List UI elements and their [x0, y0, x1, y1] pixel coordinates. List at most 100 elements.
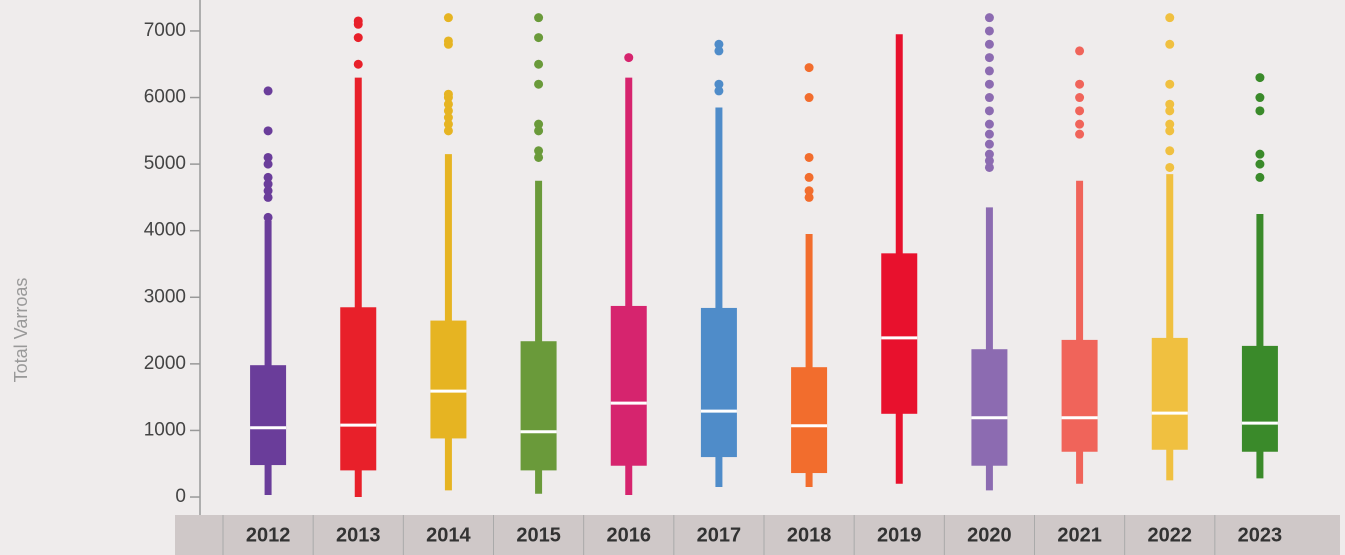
outlier	[984, 149, 994, 159]
box	[1061, 339, 1098, 452]
outlier	[1165, 99, 1175, 109]
outlier	[1075, 46, 1085, 56]
x-tick-label: 2019	[877, 524, 922, 546]
outlier	[534, 119, 544, 129]
outlier	[443, 119, 453, 129]
outlier	[714, 46, 724, 56]
outlier	[263, 172, 273, 182]
outlier	[263, 212, 273, 222]
outlier	[1075, 106, 1085, 116]
box	[340, 307, 377, 471]
outlier	[984, 39, 994, 49]
outlier	[984, 13, 994, 23]
outlier	[534, 33, 544, 43]
outlier	[984, 93, 994, 103]
y-tick-label: 2000	[144, 353, 186, 374]
y-axis-title: Total Varroas	[11, 278, 31, 383]
y-tick-label: 6000	[144, 87, 186, 108]
box	[250, 365, 287, 466]
x-tick-label: 2012	[246, 524, 291, 546]
outlier	[1255, 159, 1265, 169]
outlier	[804, 93, 814, 103]
box	[700, 307, 737, 458]
y-tick-label: 5000	[144, 153, 186, 174]
outlier	[263, 159, 273, 169]
x-tick-label: 2020	[967, 524, 1012, 546]
outlier	[984, 139, 994, 149]
outlier	[1075, 79, 1085, 89]
outlier	[804, 186, 814, 196]
outlier	[984, 79, 994, 89]
box	[610, 305, 647, 466]
outlier	[443, 99, 453, 109]
x-tick-label: 2023	[1238, 524, 1283, 546]
x-tick-label: 2018	[787, 524, 832, 546]
outlier	[443, 106, 453, 116]
box	[520, 341, 557, 471]
outlier	[443, 36, 453, 46]
box	[971, 349, 1008, 466]
outlier	[534, 126, 544, 136]
outlier	[1165, 79, 1175, 89]
x-tick-label: 2017	[697, 524, 742, 546]
outlier	[984, 119, 994, 129]
outlier	[263, 179, 273, 189]
outlier	[1255, 73, 1265, 83]
outlier	[624, 53, 634, 63]
box	[1151, 337, 1188, 450]
outlier	[984, 66, 994, 76]
outlier	[1255, 93, 1265, 103]
outlier	[534, 146, 544, 156]
box	[791, 367, 828, 474]
outlier	[443, 126, 453, 136]
outlier	[263, 192, 273, 202]
outlier	[984, 129, 994, 139]
outlier	[984, 162, 994, 172]
x-tick-label: 2014	[426, 524, 471, 546]
outlier	[1075, 119, 1085, 129]
outlier	[984, 53, 994, 63]
x-tick-label: 2015	[516, 524, 561, 546]
outlier	[263, 126, 273, 136]
y-tick-label: 0	[175, 486, 186, 507]
outlier	[804, 63, 814, 73]
outlier	[353, 16, 363, 26]
box	[1241, 345, 1278, 452]
outlier	[1165, 126, 1175, 136]
outlier	[534, 59, 544, 69]
outlier	[804, 192, 814, 202]
outlier	[714, 39, 724, 49]
x-tick-label: 2016	[607, 524, 652, 546]
outlier	[984, 26, 994, 36]
outlier	[1255, 106, 1265, 116]
x-tick-label: 2021	[1057, 524, 1102, 546]
outlier	[263, 186, 273, 196]
y-tick-label: 7000	[144, 20, 186, 41]
outlier	[1165, 106, 1175, 116]
outlier	[263, 152, 273, 162]
outlier	[1255, 172, 1265, 182]
x-tick-label: 2013	[336, 524, 381, 546]
outlier	[1165, 119, 1175, 129]
outlier	[984, 156, 994, 166]
outlier	[534, 79, 544, 89]
outlier	[984, 106, 994, 116]
outlier	[714, 79, 724, 89]
category-strip	[175, 515, 1340, 555]
outlier	[714, 86, 724, 96]
box	[881, 253, 918, 414]
outlier	[1165, 162, 1175, 172]
outlier	[443, 13, 453, 23]
outlier	[443, 113, 453, 123]
y-tick-label: 1000	[144, 419, 186, 440]
outlier	[263, 86, 273, 96]
outlier	[443, 89, 453, 99]
outlier	[1165, 39, 1175, 49]
box	[430, 320, 467, 439]
outlier	[534, 152, 544, 162]
outlier	[1255, 149, 1265, 159]
y-tick-label: 4000	[144, 220, 186, 241]
